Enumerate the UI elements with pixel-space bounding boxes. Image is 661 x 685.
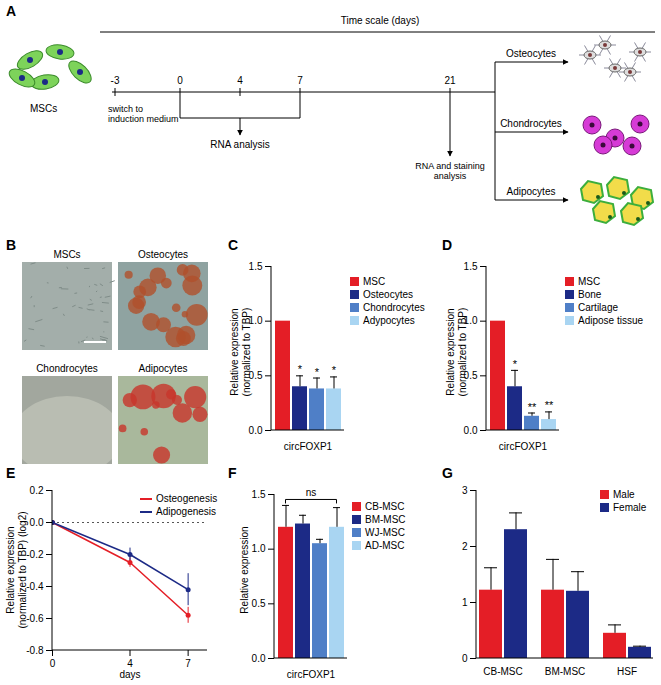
svg-text:circFOXP1: circFOXP1 [284,441,333,452]
svg-text:-0.6: -0.6 [26,613,44,624]
svg-text:HSF: HSF [617,666,637,677]
svg-text:F: F [228,465,237,481]
html-text:Adipogenesis: Adipogenesis [156,506,216,517]
svg-text:switch toinduction medium: switch toinduction medium [108,104,179,124]
svg-text:0.0: 0.0 [249,425,263,436]
html-text:Adypocytes: Adypocytes [363,315,415,326]
svg-text:0.5: 0.5 [464,370,478,381]
svg-text:0.0: 0.0 [464,425,478,436]
svg-text:1.0: 1.0 [464,315,478,326]
html-text:Chondrocytes: Chondrocytes [363,302,425,313]
svg-text:0.0: 0.0 [252,653,266,664]
svg-text:MSCs: MSCs [30,103,57,114]
html-text:(normalized to TBP): (normalized to TBP) [240,307,252,397]
svg-text:0.0: 0.0 [30,517,44,528]
svg-text:1.0: 1.0 [252,543,266,554]
html-text:CB-MSC: CB-MSC [365,501,405,512]
html-text:Bone: Bone [578,289,602,300]
svg-text:D: D [442,237,452,253]
html-text:Osteocytes: Osteocytes [363,289,413,300]
svg-text:7: 7 [297,75,303,86]
svg-text:-3: -3 [111,75,120,86]
svg-text:-0.2: -0.2 [26,549,44,560]
svg-text:1.5: 1.5 [252,489,266,500]
svg-text:RNA analysis: RNA analysis [210,139,269,150]
svg-text:7: 7 [185,658,191,669]
svg-text:circFOXP1: circFOXP1 [499,441,548,452]
svg-text:4: 4 [127,658,133,669]
svg-text:Chondrocytes: Chondrocytes [500,118,562,129]
svg-text:1.5: 1.5 [464,261,478,272]
svg-text:3: 3 [462,485,468,496]
svg-text:Time scale (days): Time scale (days) [341,15,420,26]
html-text:Female: Female [613,502,647,513]
svg-text:*: * [315,366,320,378]
html-text:Relative expression: Relative expression [229,308,240,396]
svg-text:Osteocytes: Osteocytes [506,48,556,59]
svg-text:Chondrocytes: Chondrocytes [36,363,98,374]
svg-text:Relative expression: Relative expression [239,526,250,613]
svg-text:Adipocytes: Adipocytes [139,363,188,374]
html-text:(normalized to TBP): (normalized to TBP) [456,307,468,397]
svg-text:days: days [119,669,140,680]
html-text:Male: Male [613,489,635,500]
html-text:Relative expression: Relative expression [445,308,456,396]
svg-text:0: 0 [50,658,56,669]
svg-text:0.5: 0.5 [252,598,266,609]
svg-text:0: 0 [177,75,183,86]
html-text:AD-MSC: AD-MSC [365,540,405,551]
svg-text:BM-MSC: BM-MSC [545,666,586,677]
svg-text:-0.8: -0.8 [26,645,44,656]
svg-text:G: G [442,465,453,481]
svg-text:MSCs: MSCs [53,249,80,260]
html-text:BM-MSC: BM-MSC [365,514,406,525]
svg-text:*: * [513,358,518,370]
svg-text:Adipocytes: Adipocytes [507,186,556,197]
svg-text:CB-MSC: CB-MSC [483,666,522,677]
svg-text:0: 0 [462,653,468,664]
svg-text:4: 4 [237,75,243,86]
svg-text:C: C [228,237,238,253]
svg-text:Osteocytes: Osteocytes [138,249,188,260]
svg-text:**: ** [528,401,537,413]
svg-text:1: 1 [462,597,468,608]
svg-text:**: ** [545,399,554,411]
svg-text:0.2: 0.2 [30,485,44,496]
svg-text:B: B [6,237,16,253]
html-text:Cartilage: Cartilage [578,302,618,313]
svg-text:*: * [298,363,303,375]
html-text:Adipose tissue: Adipose tissue [578,315,643,326]
svg-text:1.0: 1.0 [249,315,263,326]
svg-text:21: 21 [444,75,456,86]
html-text:MSC: MSC [363,276,386,287]
svg-text:1.5: 1.5 [249,261,263,272]
html-text:MSC: MSC [578,276,601,287]
svg-text:RNA and staininganalysis: RNA and staininganalysis [415,161,485,181]
svg-text:*: * [332,364,337,376]
svg-text:Relative expression(normalized: Relative expression(normalized to TBP) (… [5,511,28,628]
svg-text:circFOXP1: circFOXP1 [287,669,336,680]
svg-text:0.5: 0.5 [249,370,263,381]
svg-text:E: E [6,465,15,481]
html-text:Osteogenesis: Osteogenesis [156,493,218,504]
svg-text:A: A [6,3,16,19]
svg-text:2: 2 [462,541,468,552]
html-text:WJ-MSC: WJ-MSC [365,527,405,538]
svg-text:-0.4: -0.4 [26,581,44,592]
svg-text:ns: ns [306,487,317,498]
